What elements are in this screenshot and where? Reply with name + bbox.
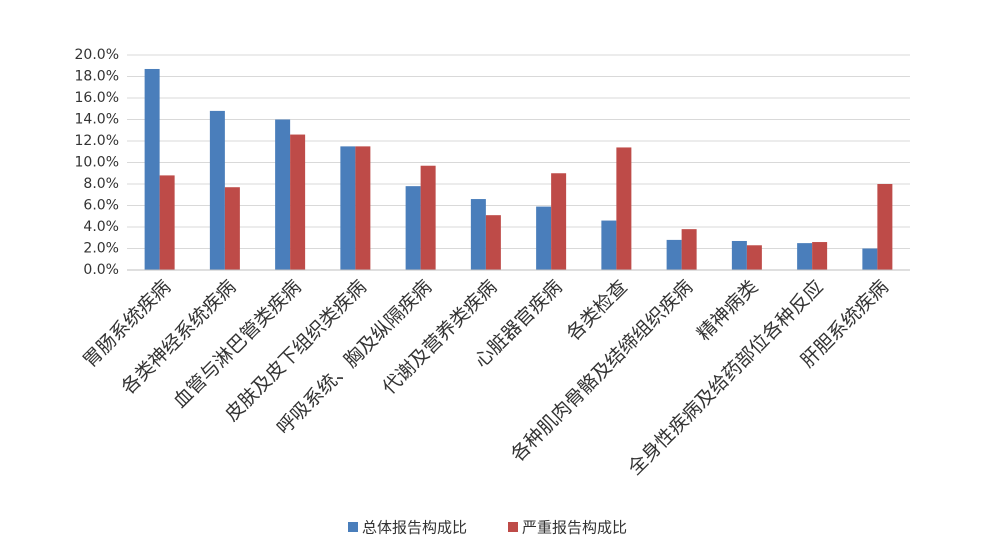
bar <box>681 229 697 270</box>
legend-label: 总体报告构成比 <box>362 519 467 537</box>
bar <box>290 134 306 270</box>
bar <box>551 173 567 270</box>
y-tick-label: 4.0% <box>83 219 119 235</box>
bar <box>746 245 762 270</box>
y-tick-label: 0.0% <box>83 262 119 278</box>
bar <box>812 242 828 270</box>
y-tick-label: 8.0% <box>83 176 119 192</box>
y-tick-label: 16.0% <box>75 90 119 106</box>
bar <box>536 206 552 270</box>
bar <box>485 215 501 270</box>
y-tick-label: 10.0% <box>75 155 119 171</box>
bar <box>731 240 747 270</box>
legend-label: 严重报告构成比 <box>522 519 627 537</box>
legend-swatch <box>508 522 518 532</box>
y-tick-label: 18.0% <box>75 69 119 85</box>
y-tick-label: 12.0% <box>75 133 119 149</box>
bar <box>275 119 291 270</box>
bar <box>601 220 617 270</box>
bar <box>224 187 240 270</box>
y-tick-label: 20.0% <box>75 47 119 63</box>
x-tick-label: 各类神经系统疾病 <box>117 276 240 399</box>
legend-swatch <box>348 522 358 532</box>
x-tick-label: 代谢及营养类疾病 <box>378 276 501 399</box>
bar <box>877 184 893 270</box>
bar <box>862 248 878 270</box>
bar <box>797 243 813 270</box>
bar <box>470 199 486 270</box>
bar <box>405 186 421 270</box>
bar <box>340 146 356 270</box>
bar <box>616 147 632 270</box>
bar <box>209 110 225 271</box>
y-tick-label: 2.0% <box>83 241 119 257</box>
y-tick-label: 14.0% <box>75 112 119 128</box>
bar <box>144 68 160 270</box>
bar <box>666 239 682 270</box>
bar <box>355 146 371 270</box>
y-tick-label: 6.0% <box>83 198 119 214</box>
x-tick-label: 血管与淋巴管类疾病 <box>169 276 305 412</box>
bar <box>420 165 436 270</box>
bar <box>159 175 175 270</box>
